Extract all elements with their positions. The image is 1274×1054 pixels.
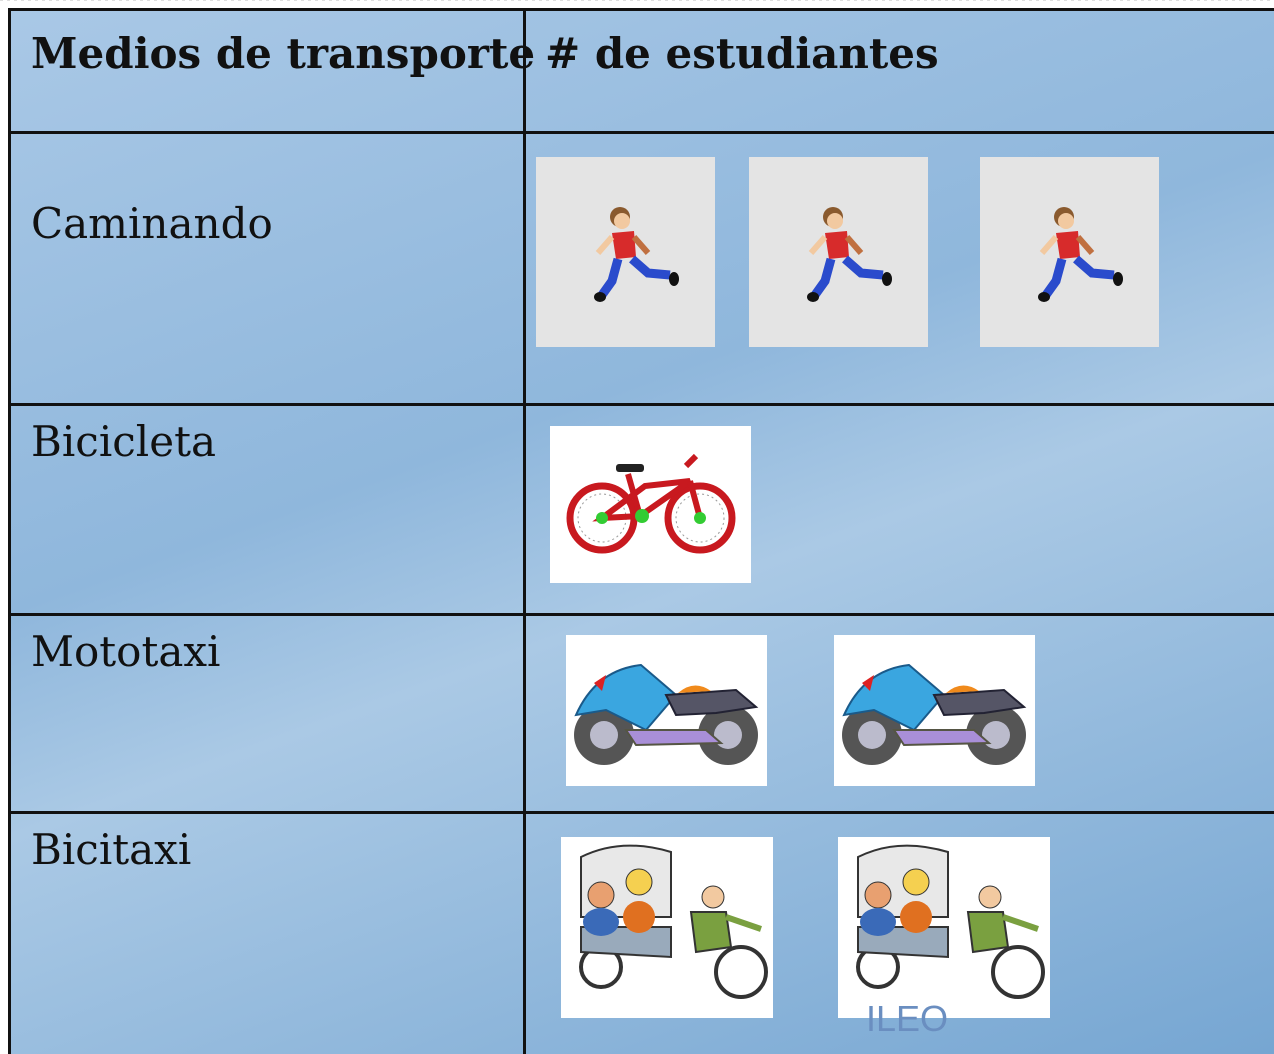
icon-shape — [842, 255, 884, 280]
header-cell: # de estudiantes — [545, 29, 939, 78]
icon-shape — [631, 235, 651, 255]
icon-shape — [683, 453, 703, 519]
icon-shape — [1042, 257, 1067, 298]
icon-shape — [587, 881, 615, 909]
watermark: ILEO — [866, 998, 949, 1039]
icon-shape — [991, 945, 1045, 999]
icon-shape — [892, 729, 992, 747]
icon-shape — [550, 426, 751, 583]
row-border — [11, 403, 1274, 406]
row-border — [11, 613, 1274, 616]
icon-shape — [629, 255, 671, 280]
icon-shape — [966, 911, 1010, 954]
icon-shape — [590, 721, 618, 749]
icon-shape — [669, 272, 679, 286]
column-border — [523, 11, 526, 1054]
icon-shape — [858, 721, 886, 749]
icon-shape — [978, 885, 1002, 909]
icon-shape — [689, 911, 733, 954]
icon-shape — [675, 493, 725, 543]
row-label: Caminando — [31, 199, 273, 248]
icon-shape — [882, 272, 892, 286]
icon-shape — [664, 482, 736, 554]
student-icon — [834, 635, 1035, 786]
student-icon — [550, 426, 751, 583]
icon-shape — [1073, 255, 1115, 280]
icon-shape — [1058, 213, 1074, 229]
icon-shape — [714, 945, 768, 999]
icon-shape — [982, 721, 1010, 749]
icon-shape — [624, 729, 724, 747]
icon-shape — [1038, 292, 1050, 302]
student-icon — [566, 635, 767, 786]
icon-shape — [844, 235, 864, 255]
icon-shape — [616, 464, 644, 472]
icon-shape — [1113, 272, 1123, 286]
icon-shape — [583, 908, 619, 936]
icon-shape — [694, 512, 706, 524]
student-icon — [838, 837, 1050, 1018]
icon-shape — [678, 685, 711, 693]
row-label: Bicicleta — [31, 417, 216, 466]
icon-shape — [598, 257, 623, 298]
icon-shape — [595, 235, 615, 255]
icon-shape — [1075, 235, 1095, 255]
student-icon — [536, 157, 715, 347]
icon-shape — [664, 688, 759, 717]
row-label: Mototaxi — [31, 627, 221, 676]
icon-shape — [902, 868, 930, 896]
icon-shape — [635, 509, 649, 523]
icon-shape — [1039, 235, 1059, 255]
row-label: Bicitaxi — [31, 825, 192, 874]
student-icon — [749, 157, 928, 347]
student-icon — [561, 837, 773, 1018]
icon-shape — [900, 901, 932, 933]
icon-shape — [612, 231, 636, 259]
header-cell: Medios de transporte — [31, 29, 536, 78]
icon-shape — [725, 914, 762, 932]
icon-shape — [808, 235, 828, 255]
icon-shape — [594, 292, 606, 302]
icon-shape — [701, 885, 725, 909]
row-border — [11, 811, 1274, 814]
icon-shape — [932, 688, 1027, 717]
icon-shape — [1002, 914, 1039, 932]
icon-shape — [864, 881, 892, 909]
icon-shape — [860, 908, 896, 936]
icon-shape — [862, 675, 874, 691]
icon-shape — [614, 213, 630, 229]
icon-shape — [596, 512, 608, 524]
icon-shape — [1056, 231, 1080, 259]
row-border — [11, 131, 1274, 134]
student-icon — [980, 157, 1159, 347]
icon-shape — [825, 231, 849, 259]
icon-shape — [594, 675, 606, 691]
icon-shape — [623, 901, 655, 933]
icon-shape — [714, 721, 742, 749]
icon-shape — [625, 868, 653, 896]
icon-shape — [807, 292, 819, 302]
icon-shape — [827, 213, 843, 229]
icon-shape — [811, 257, 836, 298]
icon-shape — [946, 685, 979, 693]
